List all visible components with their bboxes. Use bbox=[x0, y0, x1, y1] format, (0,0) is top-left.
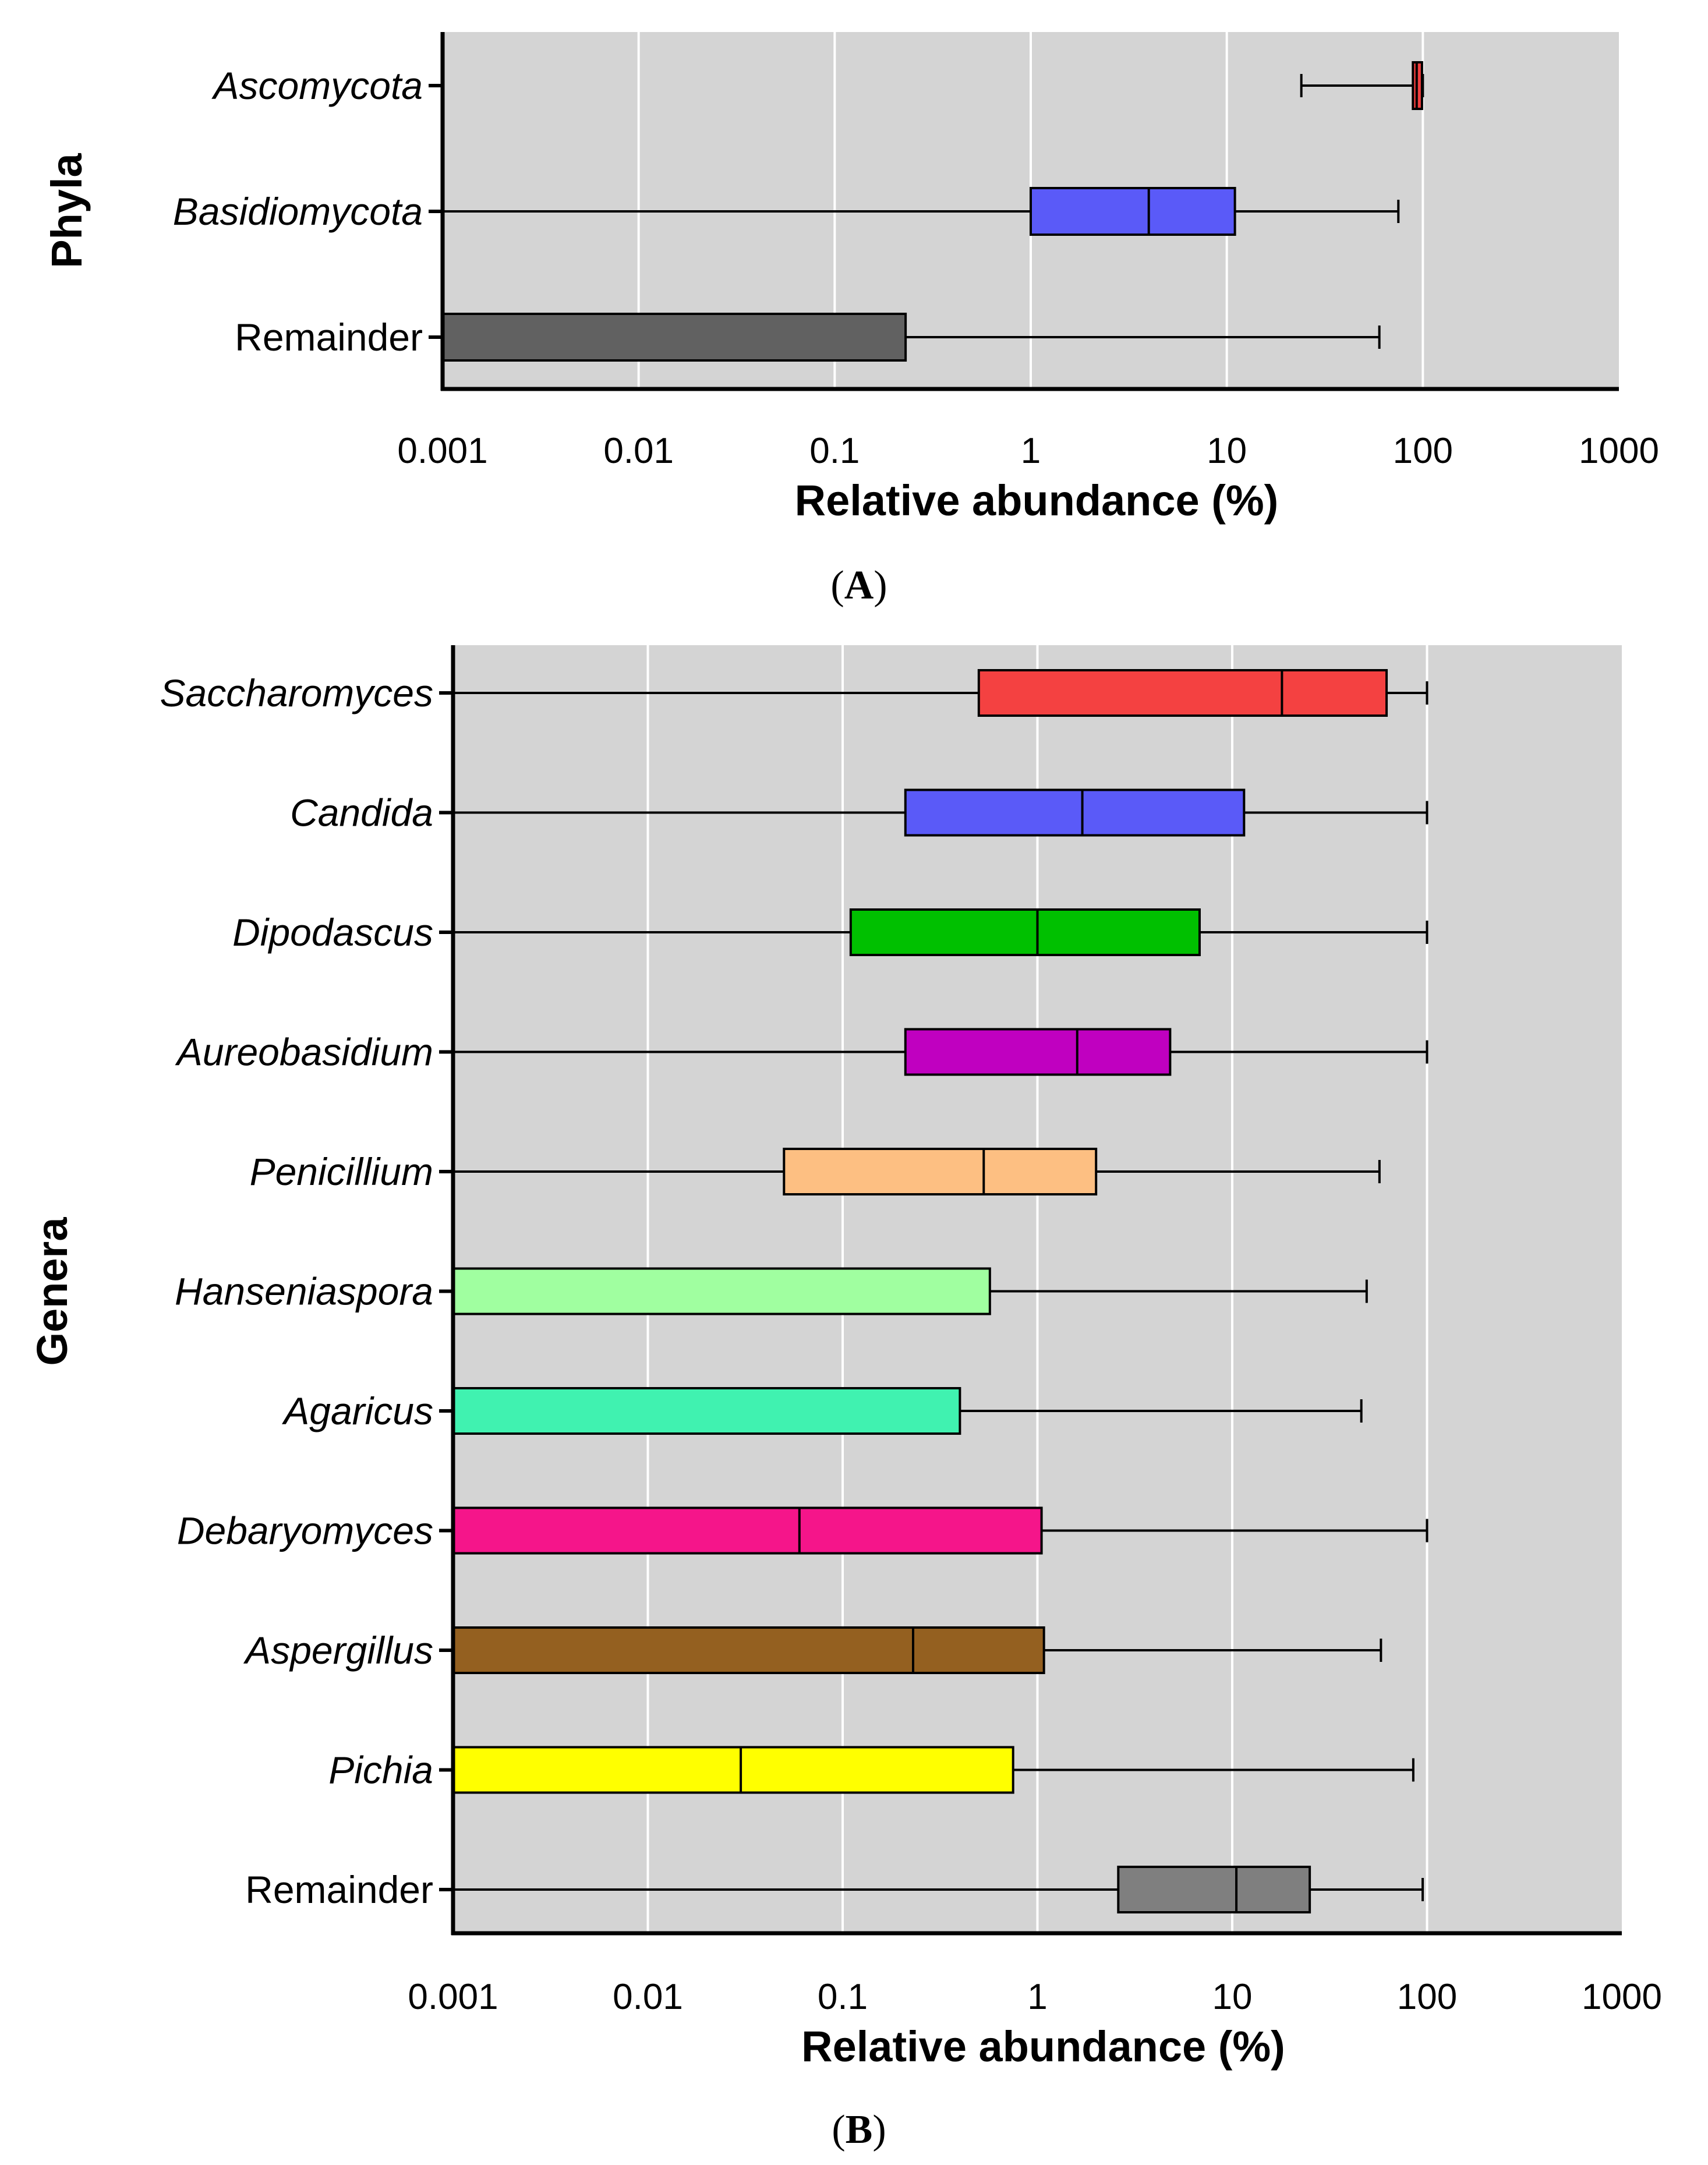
x-tick-label: 10 bbox=[1212, 1977, 1253, 2017]
x-tick-label: 1000 bbox=[1579, 431, 1659, 471]
category-label: Candida bbox=[290, 791, 433, 834]
category-label: Remainder bbox=[235, 316, 423, 359]
box bbox=[452, 1267, 991, 1315]
category-label: Penicillium bbox=[250, 1150, 433, 1193]
x-tick-label: 1 bbox=[1027, 1977, 1047, 2017]
box bbox=[977, 669, 1388, 717]
category-label: Agaricus bbox=[281, 1389, 433, 1432]
y-axis-title: Genera bbox=[28, 1217, 76, 1366]
x-axis-title: Relative abundance (%) bbox=[795, 476, 1279, 525]
category-label: Aspergillus bbox=[243, 1629, 433, 1672]
panel-B: Saccharomyces Candida Dipodascus Aureobasid… bbox=[28, 645, 1662, 2152]
category-label: Ascomycota bbox=[211, 64, 423, 107]
x-tick-label: 0.01 bbox=[613, 1977, 683, 2017]
box bbox=[783, 1148, 1098, 1195]
box bbox=[904, 788, 1246, 837]
x-axis-title: Relative abundance (%) bbox=[801, 2022, 1285, 2071]
box bbox=[1030, 187, 1236, 236]
x-tick-label: 0.1 bbox=[809, 431, 860, 471]
x-tick-label: 0.1 bbox=[818, 1977, 868, 2017]
y-axis-title: Phyla bbox=[43, 153, 91, 268]
category-label: Aureobasidium bbox=[175, 1031, 433, 1074]
box bbox=[1117, 1866, 1311, 1913]
box bbox=[452, 1387, 961, 1435]
box bbox=[904, 1028, 1172, 1076]
x-tick-label: 100 bbox=[1397, 1977, 1457, 2017]
category-label: Remainder bbox=[245, 1868, 433, 1911]
category-label: Debaryomyces bbox=[177, 1509, 433, 1552]
category-label: Saccharomyces bbox=[160, 671, 433, 714]
box bbox=[452, 1746, 1014, 1794]
panel-A: Ascomycota Basidiomycota Remainder 0.001 0.0… bbox=[43, 32, 1659, 608]
category-label: Dipodascus bbox=[232, 911, 433, 954]
x-tick-label: 0.001 bbox=[397, 431, 487, 471]
x-tick-label: 0.01 bbox=[603, 431, 674, 471]
x-tick-label: 100 bbox=[1393, 431, 1453, 471]
panel-label: (A) bbox=[830, 563, 887, 608]
x-tick-label: 10 bbox=[1207, 431, 1247, 471]
panel-label: (B) bbox=[832, 2107, 886, 2152]
box bbox=[849, 908, 1201, 956]
box bbox=[452, 1626, 1045, 1674]
box bbox=[452, 1506, 1043, 1555]
box bbox=[441, 313, 907, 362]
category-label: Hanseniaspora bbox=[175, 1270, 433, 1313]
x-tick-label: 0.001 bbox=[408, 1977, 498, 2017]
x-tick-label: 1 bbox=[1021, 431, 1041, 471]
x-tick-label: 1000 bbox=[1582, 1977, 1662, 2017]
category-label: Pichia bbox=[328, 1749, 433, 1792]
category-label: Basidiomycota bbox=[173, 190, 423, 233]
